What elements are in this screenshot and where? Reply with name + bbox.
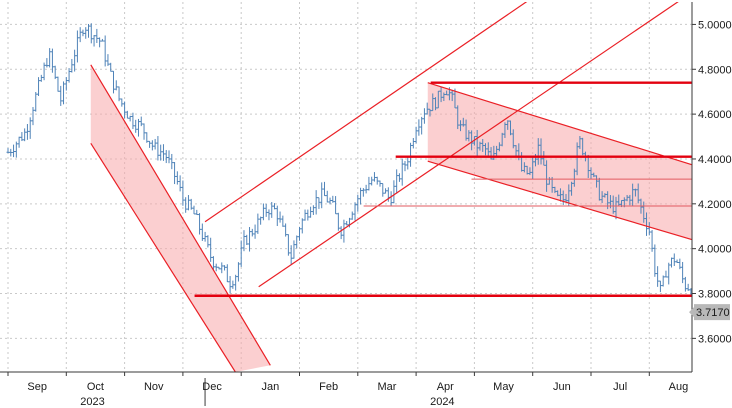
channel-fills — [90, 64, 692, 372]
last-value-box — [694, 304, 730, 321]
apr-sep-down-channel-fill — [427, 82, 692, 240]
oct-dec-down-channel-upper — [90, 64, 271, 366]
y-tick-label: 4.2000 — [698, 199, 732, 211]
apr-sep-down-channel-upper — [427, 82, 692, 166]
x-tick-label: Jun — [553, 381, 571, 393]
apr-sep-down-channel-lower — [427, 160, 692, 241]
jan-apr-up-channel-lower — [258, 2, 679, 288]
x-tick-label: Sep — [27, 381, 47, 393]
trend-lines — [90, 2, 692, 372]
last-value-pointer — [689, 307, 694, 318]
axis-labels: 3.6000 3.8000 4.0000 4.2000 4.4000 4.6000 4.80… — [27, 19, 731, 408]
y-tick-label: 3.6000 — [698, 333, 732, 345]
y-tick-label: 4.0000 — [698, 244, 732, 256]
x-tick-label: Apr — [437, 381, 454, 393]
x-tick-label: Feb — [319, 381, 338, 393]
oct-dec-down-channel-lower — [90, 142, 236, 372]
x-tick-label: May — [493, 381, 514, 393]
y-tick-label: 4.4000 — [698, 154, 732, 166]
jan-apr-up-channel-upper — [204, 2, 528, 223]
price-bars — [6, 23, 692, 297]
x-tick-label: Mar — [377, 381, 396, 393]
x-tick-label: Aug — [669, 381, 689, 393]
x-tick-label: Dec — [202, 381, 222, 393]
y-tick-label: 4.8000 — [698, 64, 732, 76]
y-tick-label: 4.6000 — [698, 109, 732, 121]
year-label: 2024 — [430, 396, 454, 408]
y-tick-label: 5.0000 — [698, 19, 732, 31]
year-label: 2023 — [80, 396, 104, 408]
y-tick-label: 3.8000 — [698, 289, 732, 301]
last-value-label: 3.7170 — [696, 307, 730, 319]
x-tick-label: Oct — [87, 381, 104, 393]
x-tick-label: Jan — [261, 381, 279, 393]
x-tick-label: Nov — [144, 381, 164, 393]
x-tick-label: Jul — [613, 381, 627, 393]
